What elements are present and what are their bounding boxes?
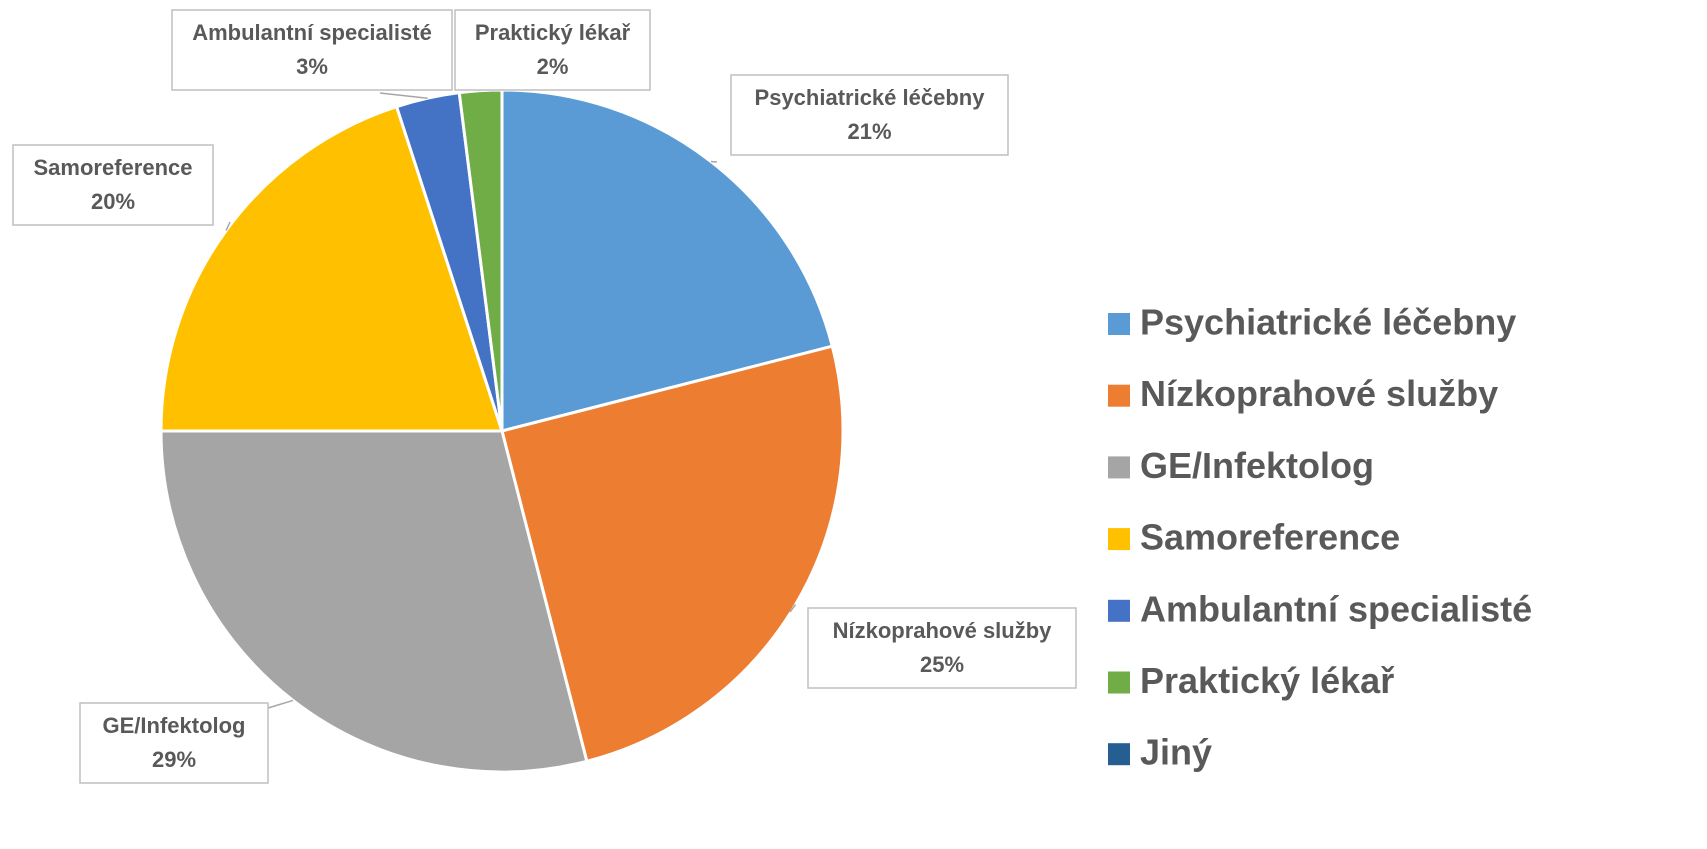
- data-label: 3%: [296, 54, 328, 79]
- legend-label: Ambulantní specialisté: [1140, 588, 1532, 629]
- legend-swatch: [1108, 671, 1130, 694]
- leader-line: [225, 221, 231, 231]
- label-box: [730, 74, 1009, 156]
- pie-slice: [159, 104, 505, 433]
- data-label-name: Psychiatrické léčebny: [755, 85, 986, 110]
- legend-label: Praktický lékař: [1140, 660, 1394, 701]
- data-label: 21%: [847, 119, 891, 144]
- leader-line: [267, 699, 294, 709]
- pie-slice: [159, 429, 589, 774]
- legend-swatch: [1108, 456, 1130, 479]
- legend-label: Psychiatrické léčebny: [1140, 302, 1516, 343]
- legend-label: Jiný: [1140, 732, 1212, 773]
- legend-swatch: [1108, 743, 1130, 766]
- legend-label: GE/Infektolog: [1140, 445, 1374, 486]
- legend-label: Samoreference: [1140, 517, 1400, 558]
- data-label-name: Samoreference: [34, 155, 193, 180]
- label-box: [807, 607, 1077, 689]
- label-box: [171, 9, 453, 91]
- data-label-name: GE/Infektolog: [103, 713, 246, 738]
- data-label: 29%: [152, 747, 196, 772]
- data-label-name: Praktický lékař: [475, 20, 631, 45]
- legend-swatch: [1108, 313, 1130, 335]
- leader-line: [379, 92, 428, 99]
- leader-line: [789, 604, 797, 613]
- label-box: [79, 702, 269, 784]
- legend-swatch: [1108, 384, 1130, 407]
- data-label: 20%: [91, 189, 135, 214]
- label-box: [454, 9, 651, 91]
- data-label: 25%: [920, 652, 964, 677]
- legend-swatch: [1108, 599, 1130, 622]
- data-label-name: Nízkoprahové služby: [833, 618, 1053, 643]
- data-label: 2%: [537, 54, 569, 79]
- legend-label: Nízkoprahové služby: [1140, 373, 1498, 414]
- legend-swatch: [1108, 528, 1130, 551]
- data-label-name: Ambulantní specialisté: [192, 20, 432, 45]
- label-box: [12, 144, 214, 226]
